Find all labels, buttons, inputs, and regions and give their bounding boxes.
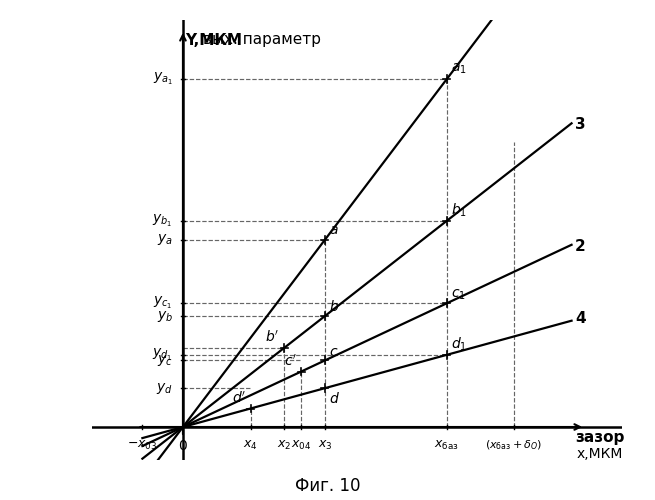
- Text: Фиг. 10: Фиг. 10: [295, 477, 360, 495]
- Text: $-x_{03}$: $-x_{03}$: [127, 438, 158, 452]
- Text: $x_4$: $x_4$: [243, 438, 258, 452]
- Text: $c$: $c$: [329, 345, 339, 359]
- Text: $y_{d_1}$: $y_{d_1}$: [153, 347, 173, 363]
- Text: $0$: $0$: [178, 438, 188, 452]
- Text: вых. параметр: вых. параметр: [203, 32, 321, 46]
- Text: 4: 4: [575, 310, 586, 326]
- Text: $x_2$: $x_2$: [277, 438, 291, 452]
- Text: $(x_{\text{баз}}+\delta_O)$: $(x_{\text{баз}}+\delta_O)$: [485, 438, 543, 452]
- Text: $x_{\text{баз}}$: $x_{\text{баз}}$: [434, 438, 459, 452]
- Text: зазор: зазор: [575, 430, 624, 444]
- Text: $y_d$: $y_d$: [156, 380, 173, 396]
- Text: $y_{c_1}$: $y_{c_1}$: [153, 296, 173, 312]
- Text: $d_1$: $d_1$: [451, 336, 466, 353]
- Text: $c_1$: $c_1$: [451, 288, 466, 302]
- Text: Y,МКМ: Y,МКМ: [185, 33, 242, 48]
- Text: $a_1$: $a_1$: [451, 62, 466, 76]
- Text: $b'$: $b'$: [265, 330, 279, 345]
- Text: $d$: $d$: [329, 391, 340, 406]
- Text: $x_3$: $x_3$: [318, 438, 332, 452]
- Text: $y_{a_1}$: $y_{a_1}$: [153, 72, 173, 88]
- Text: $y_{b_1}$: $y_{b_1}$: [153, 213, 173, 229]
- Text: $c'$: $c'$: [284, 354, 297, 369]
- Text: $y_c$: $y_c$: [157, 353, 173, 368]
- Text: $x_{04}$: $x_{04}$: [291, 438, 311, 452]
- Text: $y_b$: $y_b$: [157, 308, 173, 324]
- Text: $a$: $a$: [329, 222, 339, 236]
- Text: $b$: $b$: [329, 300, 339, 314]
- Text: $b_1$: $b_1$: [451, 202, 466, 220]
- Text: 3: 3: [575, 116, 586, 132]
- Text: $d'$: $d'$: [232, 390, 246, 406]
- Text: x,МКМ: x,МКМ: [576, 447, 623, 461]
- Text: $y_a$: $y_a$: [157, 232, 173, 248]
- Text: 2: 2: [575, 240, 586, 254]
